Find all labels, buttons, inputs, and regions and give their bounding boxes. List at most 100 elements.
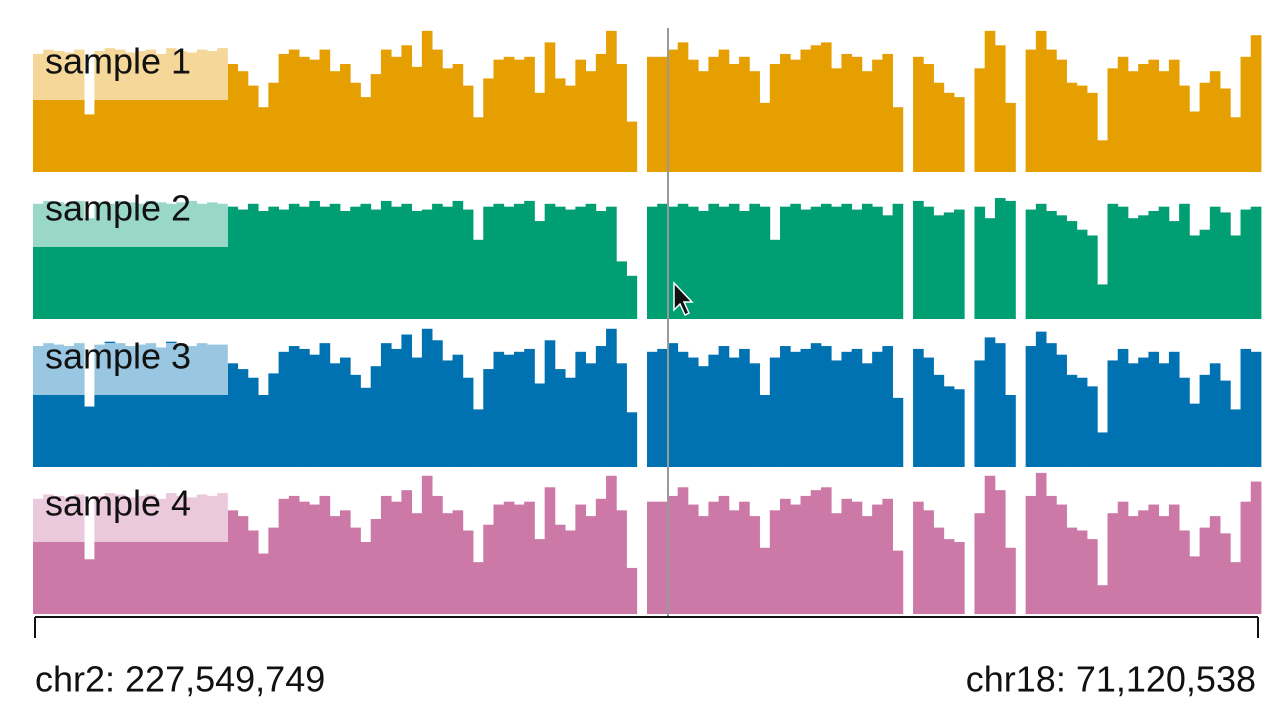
bar (442, 513, 453, 614)
bar (1138, 64, 1149, 172)
bar (841, 53, 853, 172)
bar (206, 51, 218, 172)
bar (728, 510, 740, 614)
bar (954, 542, 965, 614)
bar (421, 30, 433, 172)
bar (217, 493, 228, 614)
bar (380, 495, 392, 614)
bar (1127, 218, 1139, 319)
bar (1066, 527, 1078, 614)
bar (493, 203, 505, 319)
bar (1025, 209, 1037, 319)
bar (1168, 504, 1180, 614)
bar (166, 493, 177, 614)
bar (432, 203, 443, 319)
bar (687, 504, 699, 614)
bar (861, 363, 873, 467)
bar (247, 377, 259, 467)
bar (1066, 82, 1078, 172)
bar (1240, 348, 1252, 467)
bar (1087, 539, 1098, 614)
bar (647, 56, 658, 172)
bar (810, 45, 822, 172)
bar (1097, 585, 1108, 614)
bar (759, 547, 771, 614)
bar (288, 49, 300, 172)
bar (350, 374, 361, 467)
bar (1056, 59, 1067, 172)
bar (1127, 516, 1139, 614)
bar (923, 64, 934, 172)
bar (401, 45, 413, 172)
bar (667, 495, 679, 614)
bar (258, 395, 269, 467)
bar (1209, 363, 1221, 467)
bar (1240, 209, 1252, 319)
bar (1087, 386, 1098, 467)
bar (237, 369, 249, 467)
bar (278, 351, 290, 467)
bar (677, 42, 689, 173)
bar (1209, 206, 1221, 319)
bar (851, 209, 863, 319)
bar (125, 346, 136, 467)
bar (350, 82, 361, 172)
bar (554, 524, 566, 614)
bar (186, 346, 198, 467)
bar (841, 498, 853, 614)
bar (882, 498, 893, 614)
label-background (33, 490, 228, 542)
bar (186, 52, 198, 173)
bar (360, 203, 372, 319)
bar (462, 209, 474, 319)
bar (1046, 343, 1057, 467)
bar (534, 92, 546, 172)
bar (1107, 68, 1119, 172)
bar (53, 344, 65, 467)
bar (493, 504, 505, 614)
bar (360, 542, 372, 614)
bar (872, 504, 883, 614)
bar (483, 369, 494, 467)
bar (360, 387, 372, 467)
bar (1148, 211, 1160, 319)
bar (401, 203, 413, 319)
bar (217, 344, 228, 467)
bar (1189, 111, 1200, 172)
bar (718, 49, 730, 172)
bar (483, 524, 494, 614)
bar (943, 386, 955, 467)
bar (1158, 71, 1170, 172)
bar (104, 493, 116, 614)
bar (667, 206, 679, 319)
bar (329, 516, 341, 614)
bar (1189, 556, 1200, 614)
bar (657, 501, 668, 614)
bar (1076, 377, 1088, 467)
bar (247, 203, 259, 319)
bar (575, 351, 586, 467)
bar (340, 357, 351, 467)
bar (432, 340, 443, 467)
bar (810, 206, 822, 319)
bar (217, 48, 228, 172)
bar (1138, 215, 1149, 319)
bar (145, 49, 157, 172)
bar (176, 51, 187, 172)
bar (1220, 212, 1231, 319)
bar (708, 501, 720, 614)
bar (943, 92, 955, 172)
bar (872, 206, 883, 319)
bar (462, 530, 474, 614)
bar (176, 495, 187, 614)
bar (595, 346, 607, 467)
track-label: sample 1 (45, 41, 191, 82)
bar (135, 51, 146, 172)
bar (933, 215, 945, 319)
bar (606, 206, 617, 319)
bar (1189, 235, 1200, 319)
bar (994, 490, 1006, 614)
bar (769, 510, 781, 614)
bar (227, 64, 239, 172)
bar (739, 348, 750, 467)
